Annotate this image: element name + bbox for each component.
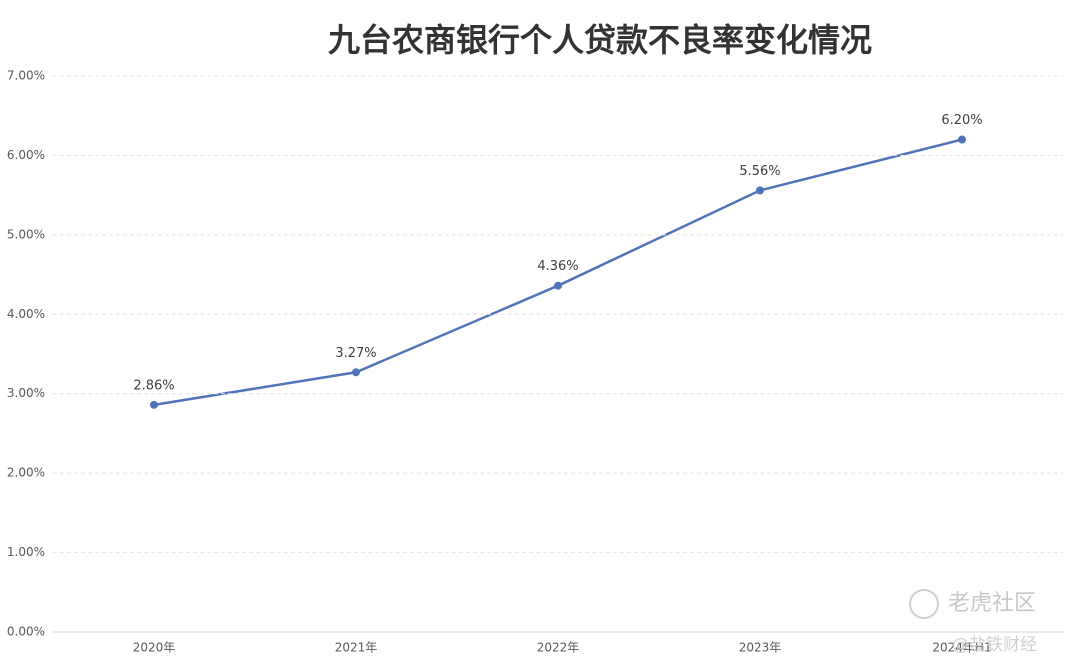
y-tick-label: 6.00% — [7, 148, 45, 162]
x-tick-label: 2024年H1 — [932, 641, 991, 655]
y-tick-label: 7.00% — [7, 69, 45, 83]
y-tick-label: 2.00% — [7, 466, 45, 480]
line — [153, 138, 963, 407]
y-tick-label: 3.00% — [7, 386, 45, 400]
watermark: 老虎社区 — [948, 591, 1036, 616]
x-tick-label: 2020年 — [133, 641, 176, 655]
x-tick-label: 2022年 — [537, 641, 580, 655]
x-tick-label: 2021年 — [335, 641, 378, 655]
data-label: 4.36% — [537, 259, 578, 274]
data-label: 2.86% — [133, 378, 174, 393]
watermark-logo — [909, 589, 939, 619]
y-tick-label: 4.00% — [7, 307, 45, 321]
data-label: 3.27% — [335, 346, 376, 361]
data-label: 5.56% — [739, 164, 780, 179]
data-label: 6.20% — [941, 113, 982, 128]
y-tick-label: 5.00% — [7, 227, 45, 241]
watermark: @盐铁财经 — [952, 635, 1037, 655]
chart-title: 九台农商银行个人贷款不良率变化情况 — [328, 21, 872, 59]
y-tick-label: 1.00% — [7, 545, 45, 559]
x-tick-label: 2023年 — [739, 641, 782, 655]
y-tick-label: 0.00% — [7, 625, 45, 639]
